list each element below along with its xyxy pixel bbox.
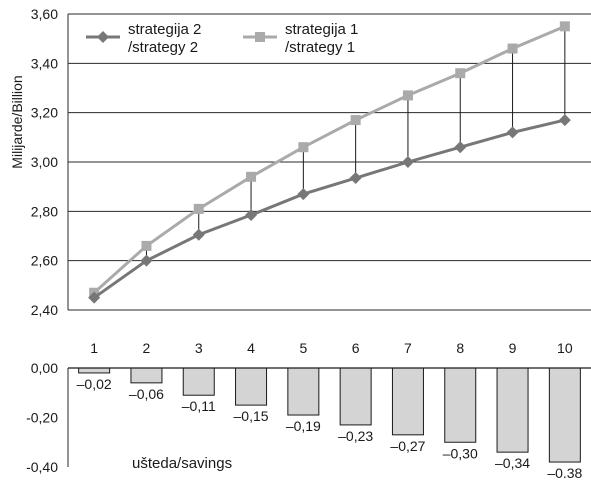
legend-label-strategy-2-line2: /strategy 2 <box>128 39 198 56</box>
savings-bar-value-label: –0.38 <box>547 465 582 481</box>
top-y-tick-label: 3,00 <box>31 154 58 170</box>
series-point-2 <box>193 203 204 214</box>
savings-bar <box>339 367 372 426</box>
series-point-1 <box>401 156 414 168</box>
x-category-label: 3 <box>195 340 203 356</box>
series-point-1 <box>506 126 519 139</box>
x-category-label: 9 <box>509 340 517 356</box>
top-y-tick-label: 2,40 <box>31 302 58 318</box>
top-y-tick-label: 3,20 <box>31 105 58 121</box>
series-point-2 <box>298 142 309 153</box>
series-point-1 <box>140 254 153 267</box>
savings-bar-value-label: –0,06 <box>129 386 164 402</box>
series-point-2 <box>246 171 257 182</box>
series-point-2 <box>559 21 570 32</box>
legend-label-strategy-1-line2: /strategy 1 <box>285 39 355 56</box>
x-category-label: 6 <box>352 340 360 356</box>
series-point-2 <box>350 115 361 126</box>
series-point-2 <box>402 90 413 101</box>
series-point-1 <box>349 172 362 185</box>
series-point-1 <box>454 141 467 154</box>
savings-bar-value-label: –0,11 <box>182 398 216 414</box>
top-y-tick-label: 2,60 <box>31 253 58 269</box>
savings-bar <box>78 367 111 374</box>
legend-label-strategy-2-line1: strategija 2 <box>128 21 201 38</box>
x-category-label: 4 <box>247 340 255 356</box>
bottom-y-tick-label: -0,40 <box>26 459 58 475</box>
y-axis-title: Milijarde/Billion <box>9 75 25 168</box>
savings-bar <box>548 367 581 463</box>
series-point-1 <box>192 228 205 241</box>
savings-bar-value-label: –0,02 <box>77 376 112 392</box>
legend-label-strategy-1-line1: strategija 1 <box>285 21 358 38</box>
x-category-label: 1 <box>90 340 98 356</box>
legend-swatch-marker-strategy-2 <box>97 31 109 43</box>
series-point-1 <box>245 209 258 222</box>
series-point-1 <box>88 291 101 304</box>
x-category-label: 5 <box>299 340 307 356</box>
savings-bar <box>391 367 424 436</box>
savings-bar-value-label: –0,27 <box>390 438 425 454</box>
legend-swatch-marker-strategy-1 <box>255 32 265 42</box>
x-category-label: 8 <box>456 340 464 356</box>
x-category-label: 2 <box>143 340 151 356</box>
series-line-1 <box>93 118 566 299</box>
savings-bar-value-label: –0,15 <box>234 408 269 424</box>
series-point-2 <box>455 68 466 79</box>
savings-bar <box>182 367 215 396</box>
top-y-tick-label: 3,40 <box>31 55 58 71</box>
savings-annotation: ušteda/savings <box>132 455 232 472</box>
savings-bar <box>444 367 477 443</box>
bottom-y-tick-label: 0,00 <box>31 360 58 376</box>
series-point-2 <box>141 240 152 251</box>
savings-bar <box>235 367 268 406</box>
savings-bar-value-label: –0,34 <box>495 455 530 471</box>
x-category-label: 7 <box>404 340 412 356</box>
series-point-1 <box>297 188 310 201</box>
series-line-2 <box>93 24 566 294</box>
savings-bar <box>496 367 529 453</box>
savings-bar-value-label: –0,19 <box>286 418 321 434</box>
bottom-y-tick-label: -0,20 <box>26 410 58 426</box>
x-category-label: 10 <box>557 340 573 356</box>
savings-bar-value-label: –0,30 <box>443 445 478 461</box>
top-y-tick-label: 3,60 <box>31 6 58 22</box>
series-point-2 <box>507 43 518 54</box>
savings-bar-value-label: –0,23 <box>338 428 373 444</box>
series-point-1 <box>558 114 571 127</box>
savings-bar <box>287 367 320 416</box>
savings-bar <box>130 367 163 384</box>
top-y-tick-label: 2,80 <box>31 203 58 219</box>
